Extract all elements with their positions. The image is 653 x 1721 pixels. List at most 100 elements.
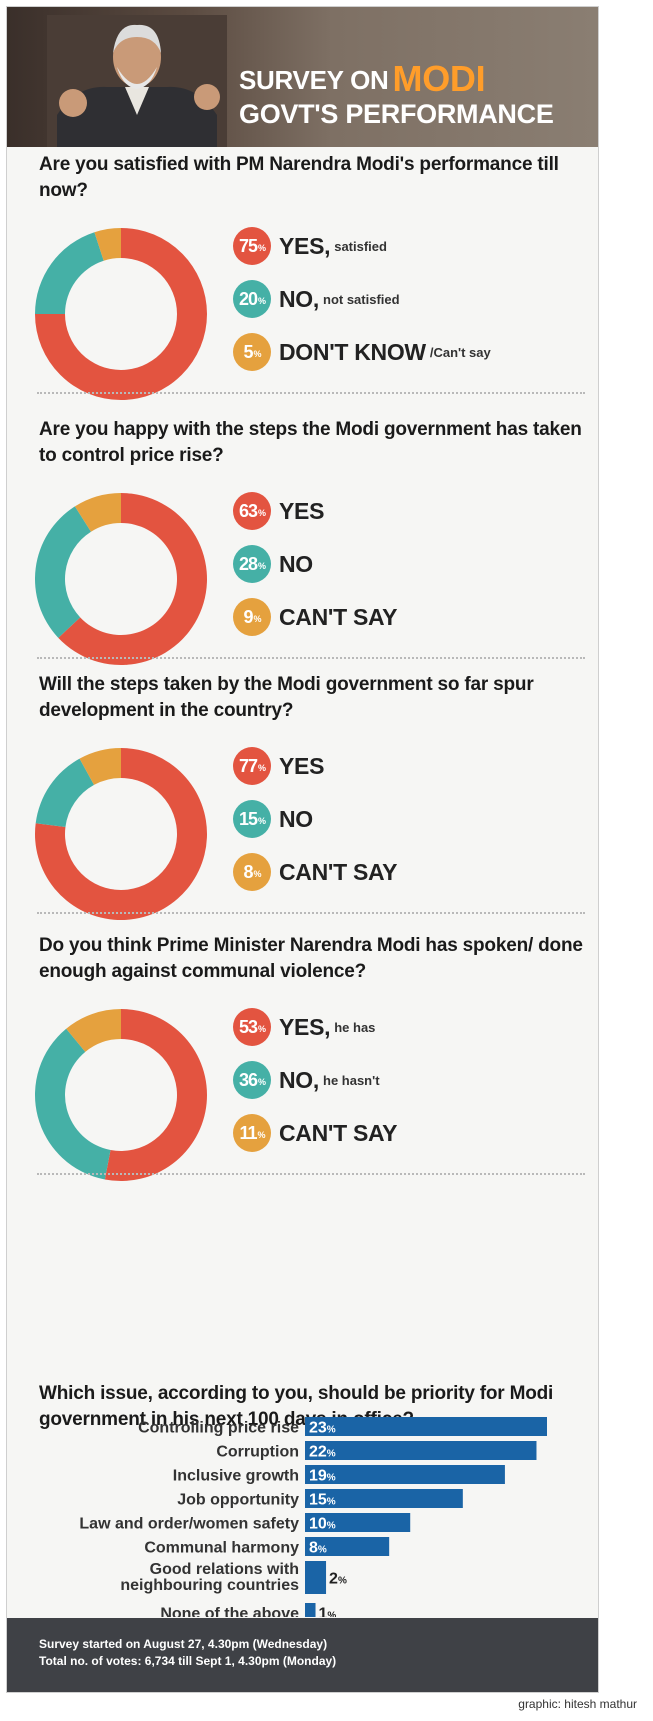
legend-item-no: 36% NO, he hasn't: [233, 1060, 380, 1100]
percent-badge: 77%: [233, 747, 271, 785]
percent-badge: 20%: [233, 280, 271, 318]
bar-value-label: 19%: [309, 1468, 336, 1485]
bar-3: [305, 1465, 505, 1484]
percent-badge: 28%: [233, 545, 271, 583]
donut-slice-no: [35, 758, 95, 827]
donut-slice-cant-say: [66, 1009, 121, 1052]
portrait-image: [47, 15, 227, 147]
percent-unit: %: [258, 1024, 266, 1034]
survey-footer: Survey started on August 27, 4.30pm (Wed…: [7, 1618, 598, 1692]
section-divider: [37, 392, 585, 394]
title-prefix: SURVEY ON: [239, 65, 389, 95]
percent-unit: %: [253, 614, 262, 624]
legend-item-yes: 63% YES: [233, 491, 324, 531]
donut-slice-yes: [34, 748, 208, 920]
percent-unit: %: [258, 1077, 266, 1087]
bar-5: [305, 1513, 411, 1532]
legend-item-yes: 77% YES: [233, 746, 324, 786]
bar-7: [305, 1561, 327, 1594]
bar-category-label: Job opportunity: [177, 1492, 299, 1509]
percent-badge: 5%: [233, 333, 271, 371]
percent-unit: %: [253, 349, 262, 359]
donut-chart-2: [34, 493, 207, 665]
bar-value-label: 23%: [309, 1420, 336, 1437]
donut-chart-3: [34, 748, 208, 920]
percent-value: 11: [239, 1122, 257, 1143]
option-label: NO: [279, 550, 313, 577]
infographic: SURVEY ON MODI GOVT'S PERFORMANCE Which i…: [6, 6, 599, 1693]
option-label: NO: [279, 805, 313, 832]
option-label: NO,: [279, 285, 319, 312]
donut-chart-1: [35, 228, 207, 400]
percent-badge: 53%: [233, 1008, 271, 1046]
percent-badge: 75%: [233, 227, 271, 265]
percent-value: 15: [238, 808, 258, 829]
percent-value: 28: [238, 553, 258, 574]
question-4-text: Do you think Prime Minister Narendra Mod…: [39, 935, 583, 982]
percent-value: 75: [238, 235, 258, 256]
bar-8: [305, 1603, 316, 1617]
bar-category-label: Communal harmony: [144, 1540, 299, 1557]
percent-badge: 36%: [233, 1061, 271, 1099]
percent-value: 53: [238, 1016, 258, 1037]
option-label: YES,: [279, 1013, 331, 1040]
option-sublabel: /Can't say: [429, 344, 491, 360]
question-2-text: Are you happy with the steps the Modi go…: [39, 419, 582, 466]
option-label: CAN'T SAY: [279, 858, 398, 885]
percent-unit: %: [258, 243, 266, 253]
question-3-text: Will the steps taken by the Modi governm…: [39, 674, 534, 721]
question-1-text: Are you satisfied with PM Narendra Modi'…: [39, 154, 559, 201]
section-divider: [37, 657, 585, 659]
percent-value: 20: [238, 288, 258, 309]
legend-item-no: 15% NO: [233, 799, 313, 839]
footer-line2: Total no. of votes: 6,734 till Sept 1, 4…: [39, 1654, 337, 1668]
bar-category-label: Law and order/women safety: [79, 1516, 299, 1533]
option-label: DON'T KNOW: [279, 338, 426, 365]
donut-slice-yes: [58, 493, 207, 665]
bar-value-label: 10%: [309, 1516, 336, 1533]
donut-slice-no: [34, 506, 91, 638]
percent-unit: %: [253, 869, 262, 879]
percent-unit: %: [258, 763, 266, 773]
header-title: SURVEY ON MODI GOVT'S PERFORMANCE: [239, 61, 584, 128]
percent-value: 9: [243, 606, 253, 627]
bar-1: [305, 1417, 547, 1436]
donut-slice-yes: [104, 1009, 208, 1181]
percent-badge: 11%: [233, 1114, 271, 1152]
option-label: CAN'T SAY: [279, 603, 398, 630]
bar-value-label: 22%: [309, 1444, 336, 1461]
option-sublabel: satisfied: [334, 238, 387, 254]
donut-slice-no: [35, 232, 104, 314]
percent-unit: %: [258, 816, 266, 826]
percent-unit: %: [258, 508, 266, 518]
graphic-credit: graphic: hitesh mathur: [518, 1697, 637, 1711]
donut-slice-cant-say: [94, 228, 121, 261]
bar-value-label: 8%: [309, 1540, 327, 1557]
percent-badge: 8%: [233, 853, 271, 891]
legend-item-yes: 53% YES, he has: [233, 1007, 375, 1047]
footer-line1: Survey started on August 27, 4.30pm (Wed…: [39, 1637, 328, 1651]
percent-value: 36: [238, 1069, 258, 1090]
bar-category-label: None of the above: [160, 1606, 299, 1618]
bar-value-label: 2%: [329, 1571, 347, 1588]
title-line2: GOVT'S PERFORMANCE: [239, 99, 554, 129]
bar-category-label: Inclusive growth: [173, 1468, 299, 1485]
percent-badge: 9%: [233, 598, 271, 636]
donut-slice-cant-say: [79, 748, 121, 785]
percent-unit: %: [257, 1130, 266, 1140]
header-banner: SURVEY ON MODI GOVT'S PERFORMANCE: [7, 7, 598, 147]
legend-item-cant-say: 11% CAN'T SAY: [233, 1113, 398, 1153]
section-divider: [37, 1173, 585, 1175]
donut-chart-4: [35, 1009, 208, 1181]
percent-value: 8: [243, 861, 253, 882]
percent-value: 63: [238, 500, 258, 521]
percent-badge: 63%: [233, 492, 271, 530]
bar-4: [305, 1489, 463, 1508]
bar-category-label: Controlling price rise: [138, 1420, 299, 1437]
bar-2: [305, 1441, 537, 1460]
section-divider: [37, 912, 585, 914]
legend-item-cant-say: 9% CAN'T SAY: [233, 597, 398, 637]
percent-unit: %: [258, 561, 266, 571]
donut-slice-cant-say: [74, 493, 121, 532]
donut-slice-yes: [35, 228, 207, 400]
